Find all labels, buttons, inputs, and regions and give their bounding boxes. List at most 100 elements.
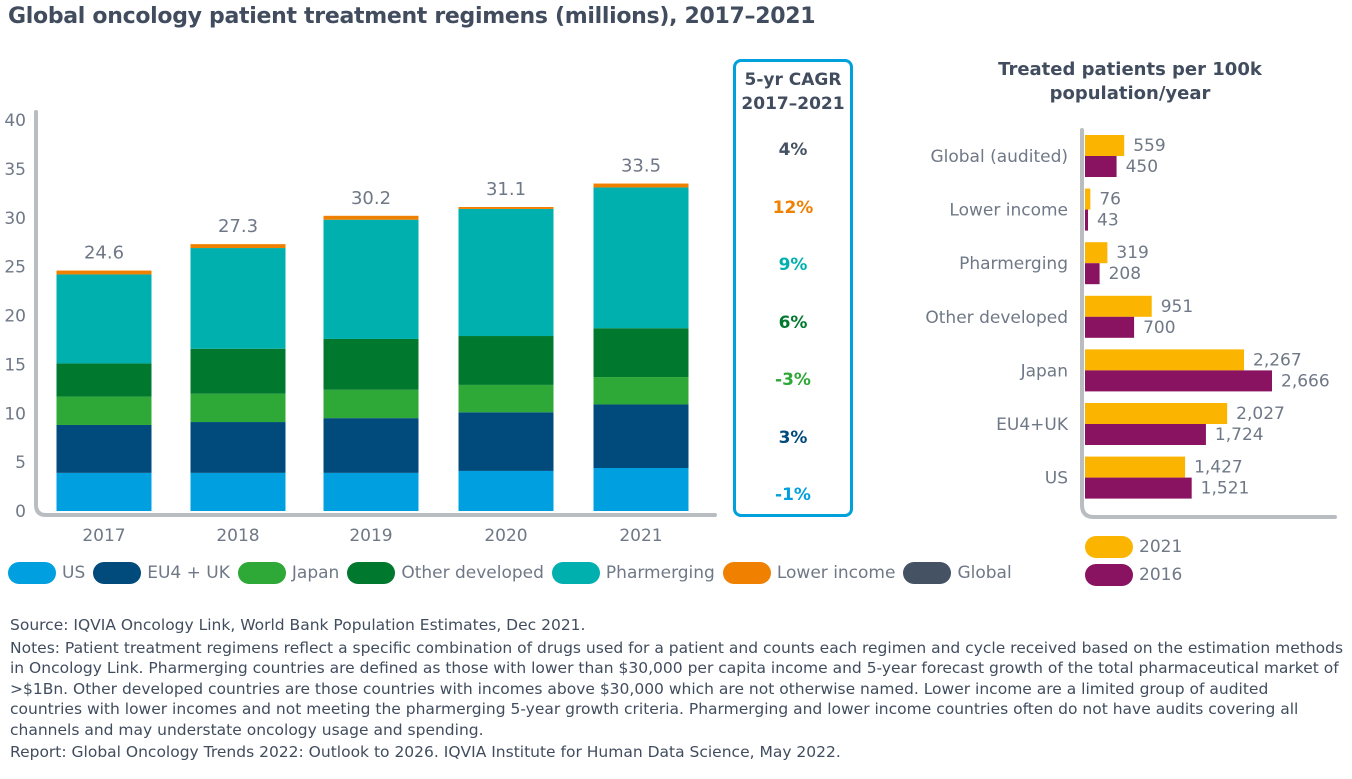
legend-label: 2016 (1139, 565, 1183, 585)
bar-segment-us (593, 467, 689, 511)
cagr-value-pharmerging: 9% (778, 255, 808, 275)
bar-segment-pharmerging (190, 248, 286, 349)
legend-item: US (8, 562, 85, 584)
legend-item: EU4 + UK (93, 562, 230, 584)
bar-segment-pharmerging (593, 187, 689, 329)
hbar-2016 (1085, 263, 1100, 285)
treated-patients-title: Treated patients per 100k population/yea… (998, 59, 1262, 104)
legend-swatch (1085, 564, 1133, 586)
hbar-2021 (1085, 403, 1228, 424)
hbar-2021 (1085, 135, 1125, 156)
legend-label: Japan (291, 563, 340, 583)
hbar-2016 (1085, 156, 1117, 177)
cagr-value-eu4-uk: 3% (778, 427, 808, 448)
bar-segment-lower-income (323, 215, 419, 220)
bar-segment-lower-income (190, 244, 286, 249)
x-category-label: 2018 (216, 526, 259, 546)
axis-line (34, 110, 717, 517)
y-tick-label: 30 (4, 209, 26, 229)
hbar-2021 (1085, 349, 1245, 371)
hbar-value-label: 1,521 (1201, 479, 1250, 499)
legend-swatch (237, 562, 286, 584)
bar-segment-other-developed (56, 363, 152, 397)
hbar-2016 (1085, 477, 1192, 499)
cagr-value-japan: -3% (775, 370, 811, 390)
legend-label: Other developed (401, 563, 544, 583)
cagr-panel: 5-yr CAGR 2017–2021 4% 12% 9% 6% -3% 3% -1% (733, 59, 853, 517)
bar-total-label: 27.3 (218, 216, 258, 237)
y-tick-label: 20 (4, 307, 26, 327)
legend-item: Japan (237, 562, 340, 584)
hbar-value-label: 559 (1133, 136, 1165, 156)
bar-segment-other-developed (190, 348, 286, 394)
legend-swatch (8, 562, 56, 584)
bar-segment-japan (458, 384, 554, 413)
cagr-value-global: 4% (778, 140, 808, 160)
cagr-value-us: -1% (775, 485, 811, 505)
hbar-value-label: 1,427 (1194, 458, 1243, 478)
hbar-category-label: US (1045, 469, 1068, 489)
legend-label: Lower income (776, 563, 896, 583)
bar-total-label: 30.2 (351, 188, 391, 209)
year-legend-item: 2021 (1085, 533, 1182, 561)
hbar-value-label: 700 (1143, 318, 1175, 338)
bar-total-label: 33.5 (621, 156, 661, 177)
bar-segment-other-developed (593, 328, 689, 378)
x-category-label: 2021 (619, 526, 662, 546)
y-tick-label: 10 (4, 404, 26, 424)
x-category-label: 2017 (82, 526, 125, 546)
hbar-2016 (1085, 316, 1135, 338)
main-legend: US EU4 + UK Japan Other developed Pharmergin… (8, 562, 1020, 584)
chart-canvas: 0 5 10 15 20 25 30 35 40 24.6 2017 27.3 2018 30.2 2019… (4, 110, 1337, 546)
hbar-value-label: 450 (1126, 157, 1158, 177)
hbar-value-label: 208 (1109, 264, 1141, 284)
hbar-value-label: 43 (1097, 211, 1119, 231)
bar-segment-japan (56, 396, 152, 425)
bar-segment-pharmerging (56, 274, 152, 364)
hbar-value-label: 2,027 (1236, 404, 1285, 424)
hbar-value-label: 76 (1099, 190, 1121, 210)
y-tick-label: 40 (4, 111, 26, 131)
hbar-category-label: EU4+UK (996, 415, 1069, 435)
bar-segment-eu4-uk (323, 418, 419, 473)
bar-segment-eu4-uk (458, 412, 554, 471)
legend-label: Pharmerging (605, 563, 715, 583)
bar-segment-us (458, 470, 554, 511)
hbar-2021 (1085, 456, 1186, 478)
bar-segment-japan (190, 393, 286, 423)
bar-segment-pharmerging (458, 208, 554, 337)
hbar-2021 (1085, 295, 1152, 317)
bar-segment-pharmerging (323, 219, 419, 339)
bar-segment-eu4-uk (190, 422, 286, 473)
notes-text: Notes: Patient treatment regimens reflec… (10, 638, 1344, 739)
bar-total-label: 24.6 (84, 243, 124, 264)
hbar-2021 (1085, 188, 1091, 210)
hbar-value-label: 2,666 (1281, 371, 1330, 391)
hbar-category-label: Japan (1020, 361, 1068, 381)
legend-swatch (1085, 536, 1133, 558)
hbar-2016 (1085, 209, 1089, 231)
chart-title: Global oncology patient treatment regime… (8, 4, 816, 29)
cagr-value-other-developed: 6% (778, 312, 808, 333)
bar-total-label: 31.1 (486, 179, 526, 200)
legend-item: Pharmerging (551, 562, 715, 584)
legend-swatch (903, 562, 952, 584)
legend-label: Global (957, 563, 1012, 583)
hbar-value-label: 951 (1161, 297, 1193, 317)
y-tick-label: 0 (15, 502, 26, 522)
footnotes: Source: IQVIA Oncology Link, World Bank … (10, 615, 1345, 765)
legend-swatch (93, 562, 142, 584)
y-tick-label: 5 (15, 453, 26, 473)
legend-label: 2021 (1139, 537, 1183, 557)
y-tick-label: 15 (4, 355, 26, 375)
legend-swatch (347, 562, 396, 584)
y-tick-label: 25 (4, 258, 26, 278)
report-note: Report: Global Oncology Trends 2022: Out… (10, 743, 841, 761)
bar-segment-japan (593, 377, 689, 405)
hbar-value-label: 319 (1116, 243, 1148, 263)
legend-item: Other developed (347, 562, 544, 584)
hbar-2021 (1085, 242, 1108, 264)
legend-label: EU4 + UK (147, 563, 230, 583)
cagr-title: 5-yr CAGR 2017–2021 (741, 70, 845, 114)
bar-segment-japan (323, 389, 419, 419)
